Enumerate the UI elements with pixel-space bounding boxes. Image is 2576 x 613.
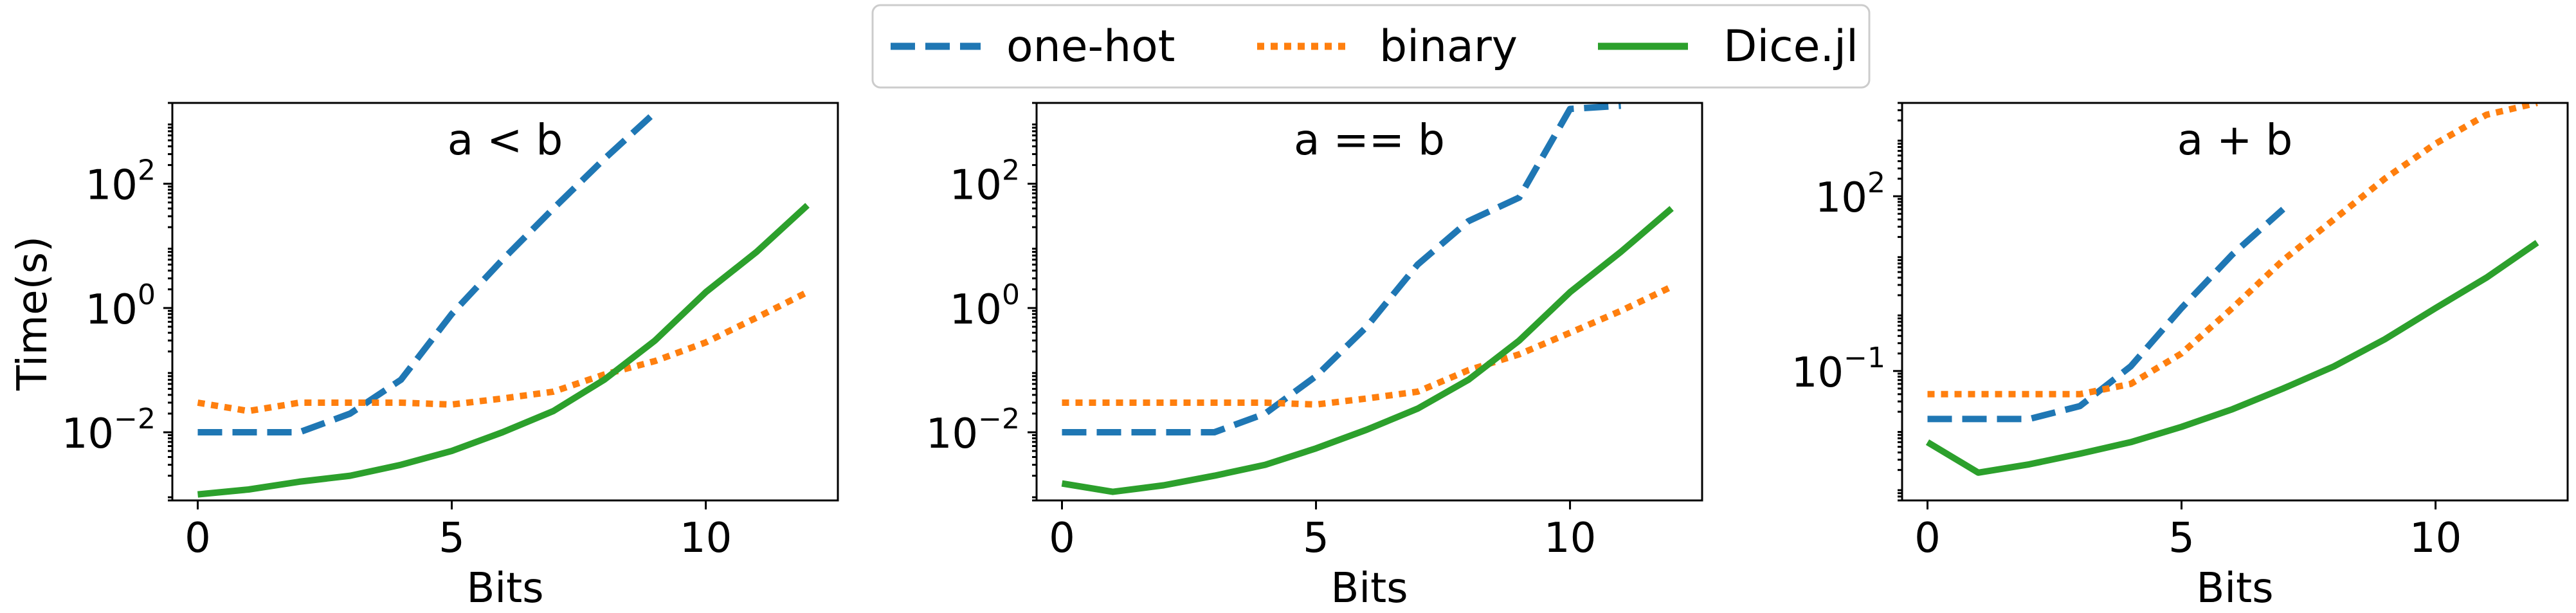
series-line-dice	[1061, 206, 1674, 495]
legend-frame	[871, 4, 1871, 89]
series-line-one-hot	[1062, 103, 1621, 435]
legend-item-one-hot: one-hot	[891, 21, 1175, 72]
y-tick-label: 10−2	[926, 403, 1020, 458]
panel-title: a + b	[2177, 115, 2293, 165]
panel-a-less-b: 0 5 10 10−2 100 102 a < b Bits	[62, 102, 839, 612]
legend-label-one-hot: one-hot	[1006, 21, 1175, 72]
x-tick-label: 10	[680, 515, 732, 562]
plot-area	[1925, 103, 2539, 476]
x-tick-label: 10	[1544, 515, 1596, 562]
y-axis-label: Time(s)	[9, 236, 57, 391]
axes-frame	[1901, 102, 2569, 502]
x-axis-label: Bits	[1330, 565, 1408, 612]
y-tick-label: 102	[950, 154, 1020, 210]
y-tick-label: 100	[86, 279, 156, 334]
series-line-binary	[197, 289, 809, 414]
y-tick-label: 100	[950, 279, 1020, 334]
series-line-one-hot	[197, 110, 657, 435]
panel-title: a < b	[448, 115, 563, 165]
x-tick-label: 0	[1914, 515, 1941, 562]
x-axis-label: Bits	[466, 565, 543, 612]
panel-a-equals-b: 0 5 10 10−2 100 102 a == b Bits	[926, 102, 1703, 612]
x-tick-label: 5	[439, 515, 465, 562]
x-tick-label: 5	[1303, 515, 1329, 562]
y-tick-label: 102	[86, 154, 156, 210]
y-tick-label: 102	[1815, 167, 1885, 222]
series-line-dice	[197, 203, 810, 498]
panel-title: a == b	[1294, 115, 1445, 165]
panel-a-plus-b: 0 5 10 10−1 102 a + b Bits	[1791, 102, 2569, 612]
x-tick-label: 0	[1049, 515, 1075, 562]
x-axis-label: Bits	[2196, 565, 2273, 612]
legend-label-dice: Dice.jl	[1723, 21, 1858, 72]
legend-label-binary: binary	[1379, 21, 1518, 72]
axes-frame	[1035, 102, 1703, 502]
plot-area	[1061, 103, 1674, 495]
series-line-dice	[1925, 240, 2539, 476]
plot-area	[197, 110, 810, 498]
legend-item-dice: Dice.jl	[1598, 21, 1858, 72]
legend: one-hot binary Dice.jl	[871, 4, 1871, 89]
x-tick-label: 10	[2409, 515, 2462, 562]
x-tick-label: 0	[185, 515, 211, 562]
series-line-binary	[1062, 284, 1673, 408]
y-tick-label: 10−1	[1791, 342, 1885, 397]
legend-item-binary: binary	[1257, 21, 1518, 72]
series-line-binary	[1927, 103, 2538, 398]
x-tick-label: 5	[2168, 515, 2195, 562]
axes-frame	[171, 102, 839, 502]
y-tick-label: 10−2	[62, 403, 156, 458]
